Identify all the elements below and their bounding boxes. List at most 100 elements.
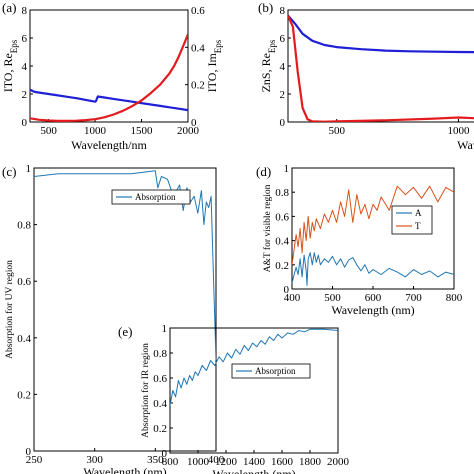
plot-frame: [287, 9, 474, 123]
x-tick-label: 800: [446, 292, 463, 304]
y-tick-label: 6: [22, 33, 28, 45]
series-line: [170, 328, 338, 406]
y-tick-label: 0: [26, 446, 32, 458]
y-tick-label: 2: [22, 89, 28, 101]
y-tick-label: 0.4: [275, 236, 289, 248]
series-line: [292, 185, 454, 265]
y-right-tick-label: 0.2: [191, 80, 205, 92]
panel-label: (d): [256, 164, 271, 179]
y-axis-label-main: ZnS, Re: [259, 53, 273, 92]
x-tick-label: 500: [40, 125, 57, 137]
y-tick-label: 0.8: [275, 187, 289, 199]
x-axis-label: Wavelength/nm: [457, 138, 474, 152]
y-right-axis-label: ITO, ImEps: [205, 39, 223, 92]
y-tick-label: 0: [280, 117, 286, 129]
legend-box: [231, 363, 311, 379]
series-line: [288, 15, 474, 122]
panel-a: 500 1000 1500 2000 Wavelength/nm 0 2 4 6 8 ITO, Re…: [1, 0, 223, 152]
x-tick-label: 350: [147, 454, 164, 466]
panel-label: (e): [118, 324, 132, 339]
x-tick-label: 500: [328, 125, 345, 137]
y-tick-label: 0: [284, 284, 290, 296]
x-tick-label: 1200: [215, 456, 238, 468]
y-tick-label: 1: [284, 163, 290, 175]
y-axis-label: Absorption for UV region: [4, 260, 15, 359]
y-tick-label: 0.2: [17, 389, 31, 401]
x-tick-label: 1000: [84, 125, 107, 137]
x-tick-label: 1500: [131, 125, 154, 137]
x-tick-label: 400: [208, 454, 225, 466]
legend-box: [111, 189, 191, 205]
series-group: [288, 14, 474, 122]
x-tick-label: 1000: [447, 125, 470, 137]
series-line: [30, 33, 188, 122]
series-line: [288, 14, 474, 54]
y-tick-label: 0: [22, 117, 28, 129]
y-axis-label: ZnS, ReEps: [259, 39, 277, 92]
x-tick-label: 2000: [177, 125, 200, 137]
y-tick-label: 0.6: [17, 276, 31, 288]
series-group: [292, 185, 454, 286]
legend-box: [391, 205, 433, 235]
plot-frame: [29, 9, 189, 123]
x-tick-label: 400: [284, 292, 301, 304]
y-tick-label: 0.2: [153, 423, 167, 435]
y-tick-label: 0: [162, 448, 168, 460]
y-tick-label: 8: [22, 5, 28, 17]
y-tick-label: 0.6: [153, 373, 167, 385]
legend-label: Absorption: [135, 192, 176, 202]
panel-c: 250 300 350 400 Wavelength (nm) 0 0.2 0.4 0.6 0.8…: [2, 163, 225, 474]
y-tick-label: 0.4: [17, 333, 31, 345]
panel-label: (b): [258, 0, 273, 15]
x-tick-label: 1800: [299, 456, 322, 468]
y-tick-label: 0.2: [275, 260, 289, 272]
legend-label: A: [415, 208, 422, 218]
x-axis-label: Wavelength/nm: [71, 138, 147, 152]
y-axis-label: Absorption for IR region: [140, 343, 151, 438]
legend-label: Absorption: [255, 366, 296, 376]
y-axis-label-sub: Eps: [267, 39, 277, 53]
plot-frame: [169, 327, 339, 454]
plot-frame: [33, 167, 217, 452]
x-tick-label: 1400: [243, 456, 266, 468]
y-axis-label-sub: Eps: [9, 39, 19, 53]
x-tick-label: 300: [86, 454, 103, 466]
x-axis-label: Wavelength (nm): [83, 465, 166, 474]
y-right-tick-label: 0.6: [191, 5, 205, 17]
panel-d: 400 500 600 700 800 Wavelength (nm) 0 0.2 0.4 0.6…: [256, 163, 463, 317]
y-axis-label-main: ITO, Re: [1, 53, 15, 92]
y-tick-label: 6: [280, 33, 286, 45]
series-line: [34, 170, 216, 361]
series-line: [292, 252, 454, 286]
x-tick-label: 600: [365, 292, 382, 304]
y-tick-label: 4: [280, 61, 286, 73]
x-tick-label: 700: [405, 292, 422, 304]
y-tick-label: 4: [22, 61, 28, 73]
y-right-tick-label: 0.4: [191, 42, 205, 54]
series-line: [30, 88, 188, 112]
x-tick-label: 800: [162, 456, 179, 468]
x-axis-label: Wavelength (nm): [331, 303, 414, 317]
y-tick-label: 1: [26, 163, 32, 175]
x-axis-label: Wavelength (nm): [212, 467, 295, 474]
panel-label: (a): [2, 0, 16, 15]
y-tick-label: 0.8: [17, 220, 31, 232]
y-tick-label: 0.6: [275, 211, 289, 223]
y-right-tick-label: 0: [191, 117, 197, 129]
y-tick-label: 0.8: [153, 348, 167, 360]
series-group: [170, 328, 338, 406]
y-tick-label: 0.4: [153, 398, 167, 410]
y-axis-label: A&T for visible region: [262, 184, 273, 272]
series-group: [30, 33, 188, 122]
y-axis-label: ITO, ReEps: [1, 39, 19, 92]
y-axis-label-main: A&T for visible region: [262, 184, 273, 272]
x-tick-label: 1000: [187, 456, 210, 468]
x-tick-label: 1600: [271, 456, 294, 468]
y-tick-label: 1: [162, 323, 168, 335]
series-group: [34, 170, 216, 361]
legend-label: T: [415, 221, 421, 231]
x-tick-label: 2000: [327, 456, 350, 468]
